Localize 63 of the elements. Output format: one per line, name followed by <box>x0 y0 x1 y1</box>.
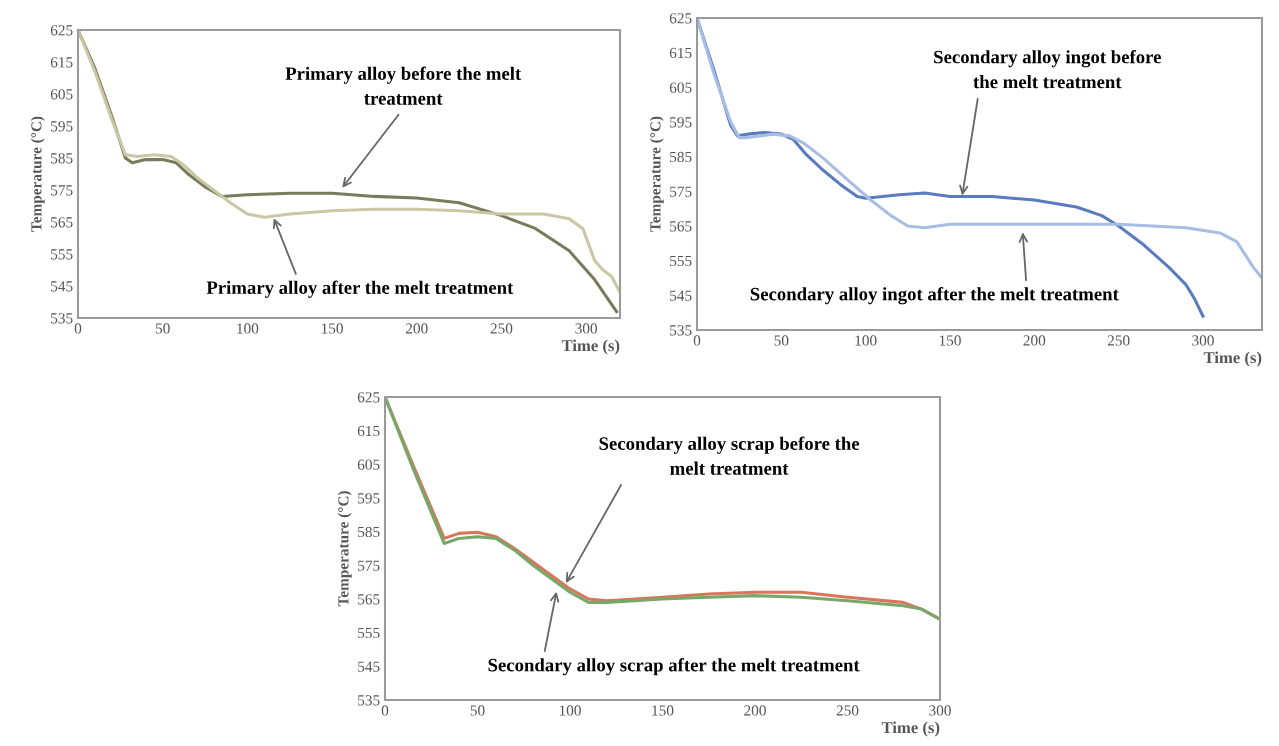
x-axis-title: Time (s) <box>881 721 940 737</box>
y-tick-label: 585 <box>670 151 692 163</box>
x-tick-label: 0 <box>693 335 701 346</box>
x-tick-label: 50 <box>470 705 485 716</box>
y-tick-label: 535 <box>670 325 692 336</box>
y-tick-label: 615 <box>669 47 692 59</box>
y-tick-label: 595 <box>670 117 692 128</box>
x-tick-label: 200 <box>405 323 428 334</box>
x-tick-label: 300 <box>1192 335 1214 346</box>
annotation: Secondary alloy scrap before the melt treatment <box>599 436 860 475</box>
y-tick-label: 565 <box>670 221 692 232</box>
x-tick-label: 250 <box>490 323 513 334</box>
y-tick-label: 535 <box>358 695 380 706</box>
y-tick-label: 545 <box>358 661 380 672</box>
y-axis-title: Temperature (°C) <box>337 491 352 607</box>
y-tick-label: 535 <box>51 313 73 324</box>
x-axis-title: Time (s) <box>1203 351 1262 367</box>
y-tick-label: 575 <box>51 185 73 196</box>
y-tick-label: 605 <box>669 82 692 93</box>
x-tick-label: 0 <box>381 705 389 716</box>
y-tick-label: 555 <box>670 255 692 267</box>
y-tick-label: 625 <box>357 392 380 403</box>
x-tick-label: 250 <box>836 705 859 716</box>
y-axis-title: Temperature (°C) <box>649 116 664 232</box>
x-tick-label: 300 <box>929 705 951 716</box>
y-axis-title: Temperature (°C) <box>30 116 45 232</box>
x-tick-label: 50 <box>774 335 789 346</box>
y-tick-label: 575 <box>670 186 692 197</box>
y-tick-label: 585 <box>358 526 380 538</box>
x-tick-label: 50 <box>155 323 170 334</box>
y-tick-label: 625 <box>669 13 692 24</box>
y-tick-label: 595 <box>51 121 73 132</box>
y-tick-label: 555 <box>51 249 73 260</box>
x-tick-label: 150 <box>652 705 674 716</box>
y-tick-label: 605 <box>357 459 380 470</box>
x-tick-label: 100 <box>237 323 259 334</box>
annotation: Secondary alloy scrap after the melt treatment <box>488 658 860 676</box>
x-axis-title: Time (s) <box>561 339 620 355</box>
annotation: Secondary alloy ingot after the melt treatment <box>750 287 1119 305</box>
y-tick-label: 615 <box>50 57 73 68</box>
x-tick-label: 200 <box>744 705 766 716</box>
y-tick-label: 615 <box>357 425 380 437</box>
x-tick-label: 150 <box>321 323 343 334</box>
annotation: Primary alloy after the melt treatment <box>206 280 514 298</box>
x-tick-label: 100 <box>855 335 877 346</box>
x-tick-label: 150 <box>939 335 961 346</box>
y-tick-label: 595 <box>358 493 380 504</box>
y-tick-label: 555 <box>358 627 380 639</box>
y-tick-label: 545 <box>670 290 692 301</box>
x-tick-label: 200 <box>1023 335 1046 346</box>
annotation: Primary alloy before the melt treatment <box>285 66 522 105</box>
x-tick-label: 0 <box>74 323 82 334</box>
y-tick-label: 545 <box>51 281 73 292</box>
x-tick-label: 100 <box>559 705 581 716</box>
annotation: Secondary alloy ingot before the melt treatment <box>934 49 1161 89</box>
y-tick-label: 575 <box>358 560 380 571</box>
x-tick-label: 250 <box>1107 335 1130 346</box>
y-tick-label: 625 <box>50 25 73 36</box>
y-tick-label: 565 <box>358 594 380 605</box>
y-tick-label: 565 <box>51 217 73 228</box>
y-tick-label: 605 <box>50 89 73 100</box>
x-tick-label: 300 <box>575 323 597 334</box>
y-tick-label: 585 <box>51 153 73 164</box>
